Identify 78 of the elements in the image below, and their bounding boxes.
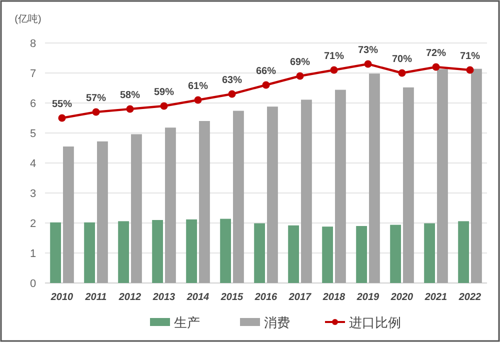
x-tick-label: 2022: [458, 292, 482, 303]
bar: [356, 226, 367, 283]
data-label: 69%: [290, 57, 310, 68]
bar: [97, 141, 108, 283]
legend-label: 进口比例: [349, 315, 401, 330]
bar: [118, 221, 129, 283]
x-tick-label: 2020: [390, 292, 414, 303]
point: [126, 105, 134, 113]
x-tick-label: 2013: [152, 292, 176, 303]
data-label: 59%: [154, 87, 174, 98]
bar: [288, 225, 299, 283]
bar: [471, 68, 482, 283]
y-axis-title: (亿吨): [14, 13, 42, 25]
data-label: 63%: [222, 75, 242, 86]
x-tick-label: 2017: [288, 292, 312, 303]
x-tick-label: 2018: [322, 292, 346, 303]
bar: [186, 219, 197, 283]
bar: [403, 87, 414, 283]
y-tick-label: 8: [30, 38, 36, 50]
point: [92, 108, 100, 116]
data-label: 55%: [52, 99, 72, 110]
x-tick-label: 2019: [356, 292, 380, 303]
point: [228, 90, 236, 98]
point: [398, 69, 406, 77]
bar: [84, 222, 95, 283]
x-tick-label: 2015: [220, 292, 244, 303]
data-label: 71%: [324, 51, 344, 62]
y-tick-label: 5: [30, 128, 36, 140]
bar: [322, 226, 333, 283]
x-tick-label: 2021: [424, 292, 448, 303]
bar: [267, 106, 278, 283]
point: [194, 96, 202, 104]
y-tick-label: 6: [30, 98, 36, 110]
bar: [254, 223, 265, 283]
point: [296, 72, 304, 80]
bar: [50, 222, 61, 283]
bar: [165, 128, 176, 283]
bar: [233, 110, 244, 283]
point: [58, 114, 66, 122]
y-tick-label: 1: [30, 248, 36, 260]
x-tick-label: 2010: [50, 292, 74, 303]
y-tick-label: 4: [30, 158, 36, 170]
legend-label: 消费: [264, 315, 290, 330]
bar: [152, 220, 163, 283]
bar: [335, 90, 346, 283]
bar: [390, 224, 401, 283]
bar: [424, 223, 435, 283]
point: [160, 102, 168, 110]
data-label: 72%: [426, 48, 446, 59]
x-tick-label: 2016: [254, 292, 278, 303]
data-label: 58%: [120, 90, 140, 101]
data-label: 71%: [460, 51, 480, 62]
point: [262, 81, 270, 89]
y-tick-label: 7: [30, 68, 36, 80]
bar: [199, 121, 210, 283]
data-label: 61%: [188, 81, 208, 92]
bar: [131, 134, 142, 283]
bar: [301, 100, 312, 283]
bar: [63, 146, 74, 283]
legend-label: 生产: [174, 315, 200, 330]
point: [364, 60, 372, 68]
bar: [369, 74, 380, 283]
y-tick-label: 0: [30, 278, 36, 290]
data-label: 70%: [392, 54, 412, 65]
y-tick-label: 3: [30, 188, 36, 200]
x-tick-label: 2011: [84, 292, 108, 303]
data-label: 57%: [86, 93, 106, 104]
x-tick-label: 2012: [118, 292, 142, 303]
bar: [458, 221, 469, 283]
x-tick-label: 2014: [186, 292, 210, 303]
data-label: 66%: [256, 66, 276, 77]
data-label: 73%: [358, 45, 378, 56]
bar: [437, 69, 448, 283]
point: [466, 66, 474, 74]
point: [432, 63, 440, 71]
bar: [220, 218, 231, 283]
y-tick-label: 2: [30, 218, 36, 230]
point: [330, 66, 338, 74]
